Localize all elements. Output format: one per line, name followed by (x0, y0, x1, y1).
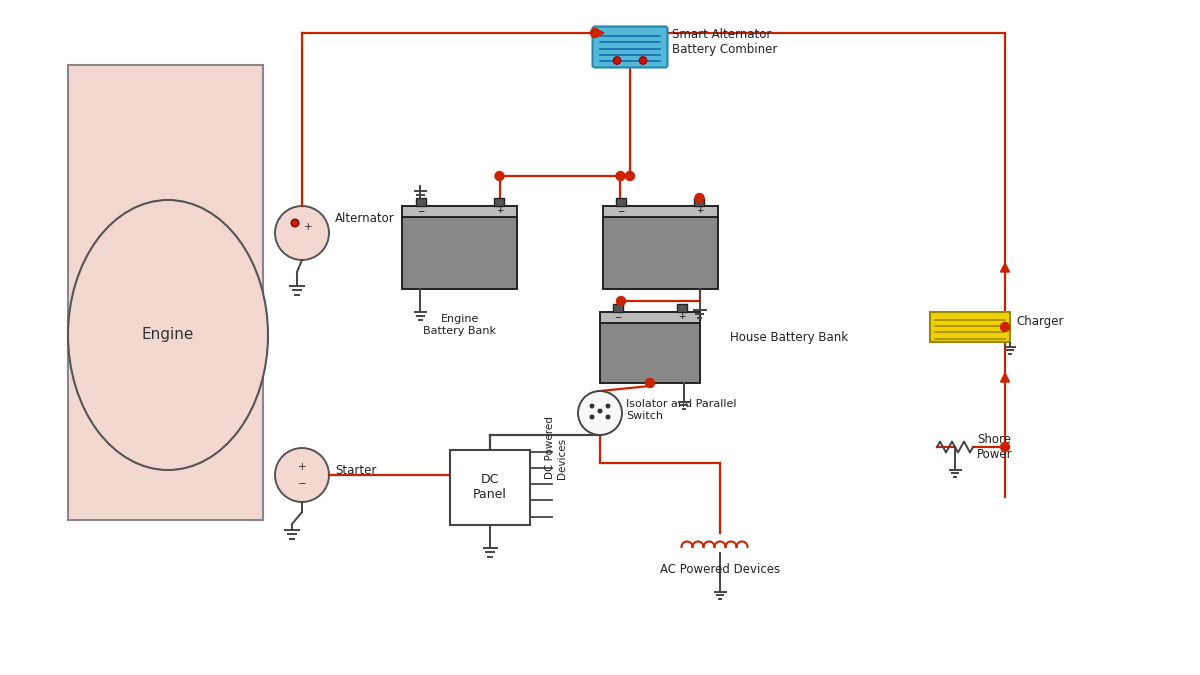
Circle shape (646, 379, 654, 387)
Circle shape (578, 391, 622, 435)
Text: AC Powered Devices: AC Powered Devices (660, 563, 780, 576)
Bar (602, 206, 718, 217)
Text: +: + (496, 207, 503, 215)
Circle shape (1001, 323, 1009, 331)
Ellipse shape (68, 200, 268, 470)
Text: Starter: Starter (335, 464, 377, 477)
Text: −: − (617, 207, 624, 215)
Bar (930, 312, 1010, 342)
Bar (602, 217, 718, 289)
Bar (415, 198, 426, 206)
Bar (68, 65, 263, 520)
Circle shape (598, 408, 602, 414)
Circle shape (496, 171, 504, 180)
Circle shape (617, 296, 625, 306)
Circle shape (590, 28, 600, 38)
Circle shape (589, 404, 594, 408)
Circle shape (589, 414, 594, 419)
Text: DC
Panel: DC Panel (473, 473, 506, 501)
Text: DC Powered
Devices: DC Powered Devices (545, 416, 566, 479)
Text: Isolator and Parallel
Switch: Isolator and Parallel Switch (626, 399, 737, 421)
Circle shape (613, 57, 620, 64)
Text: Smart Alternator
Battery Combiner: Smart Alternator Battery Combiner (672, 28, 778, 56)
Text: Engine
Battery Bank: Engine Battery Bank (424, 314, 497, 335)
Circle shape (616, 171, 625, 180)
Polygon shape (1001, 373, 1009, 382)
Polygon shape (595, 28, 604, 38)
Text: House Battery Bank: House Battery Bank (730, 331, 848, 344)
Bar (677, 304, 686, 312)
Circle shape (606, 414, 611, 419)
Circle shape (625, 171, 635, 180)
Circle shape (275, 206, 329, 260)
Text: Engine: Engine (142, 327, 194, 342)
Bar (695, 198, 704, 206)
Text: −: − (614, 313, 622, 321)
Bar (494, 198, 504, 206)
Circle shape (695, 194, 704, 202)
Bar (450, 450, 530, 524)
Text: Charger: Charger (1016, 315, 1063, 329)
Circle shape (606, 404, 611, 408)
FancyBboxPatch shape (593, 26, 667, 68)
Text: +: + (304, 222, 312, 232)
Text: +: + (678, 313, 685, 321)
Text: Shore
Power: Shore Power (977, 433, 1013, 461)
Text: +: + (298, 462, 306, 472)
Circle shape (640, 57, 647, 64)
Text: −: − (298, 479, 306, 489)
Bar (600, 312, 700, 323)
Bar (402, 206, 517, 217)
Circle shape (292, 219, 299, 227)
Polygon shape (1001, 263, 1009, 272)
Text: −: − (416, 207, 425, 215)
Text: Alternator: Alternator (335, 211, 395, 225)
Bar (600, 323, 700, 383)
Circle shape (1001, 443, 1009, 452)
Bar (402, 217, 517, 289)
Bar (613, 304, 623, 312)
Bar (616, 198, 625, 206)
Text: +: + (696, 207, 703, 215)
Circle shape (275, 448, 329, 502)
